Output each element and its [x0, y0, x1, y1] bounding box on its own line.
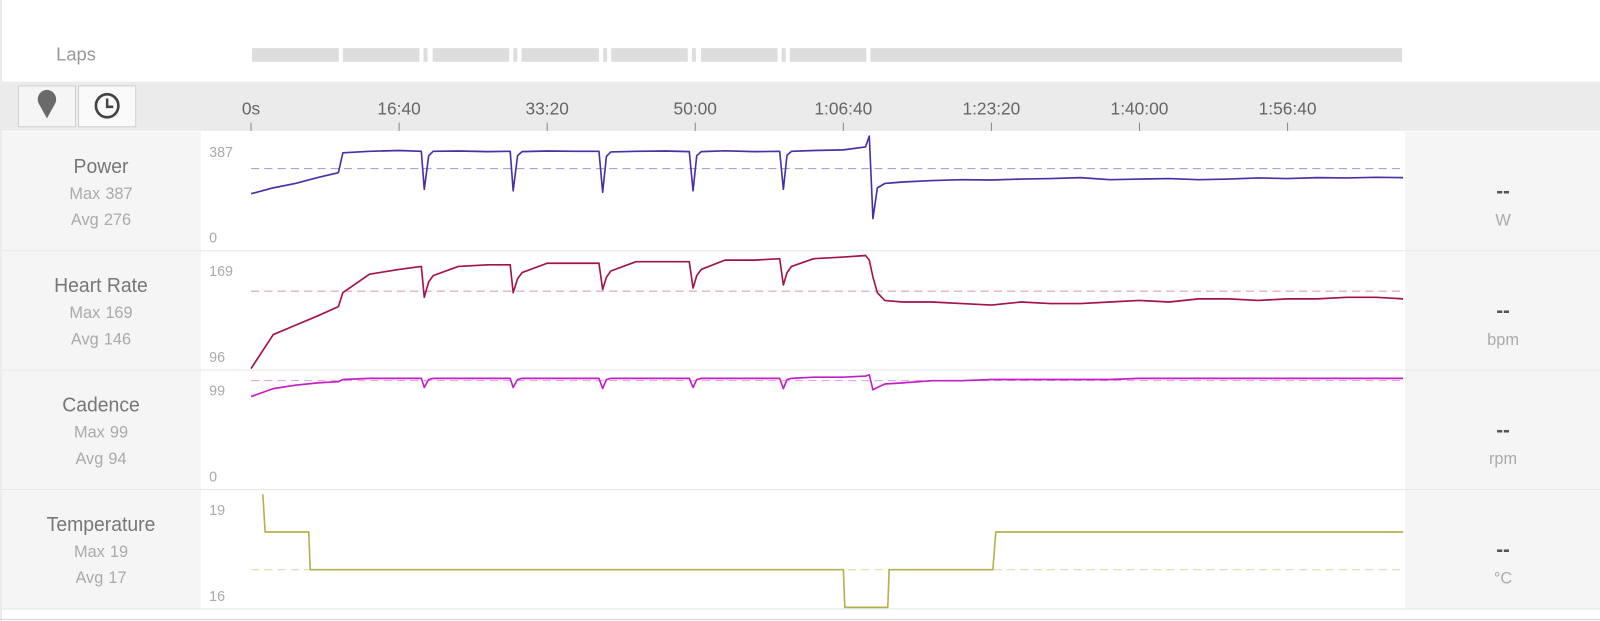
lap[interactable] [611, 48, 688, 62]
row-label-panel [2, 131, 202, 251]
y-tick-label: 387 [209, 145, 233, 161]
metric-name: Heart Rate [54, 275, 148, 297]
unit: W [1495, 210, 1511, 229]
current-value: -- [1496, 538, 1510, 561]
y-tick-label: 169 [209, 264, 233, 280]
y-tick-label: 0 [209, 469, 217, 485]
metric-avg: Avg 146 [71, 330, 131, 349]
max-value: 99 [110, 423, 128, 442]
metric-name: Cadence [62, 394, 140, 416]
metric-max: Max 99 [74, 423, 128, 442]
row-value-panel [1405, 370, 1600, 490]
lap[interactable] [521, 48, 599, 62]
lap[interactable] [342, 48, 420, 62]
current-value: -- [1496, 419, 1510, 442]
current-value: -- [1496, 299, 1510, 322]
unit: bpm [1487, 330, 1519, 349]
lap[interactable] [252, 48, 339, 62]
metric-name: Temperature [47, 514, 156, 536]
avg-value: 17 [108, 568, 126, 587]
y-tick-label: 19 [209, 503, 225, 519]
series-line [250, 374, 1404, 398]
series-line [250, 254, 1404, 370]
laps-label: Laps [56, 43, 96, 64]
row-label-panel [2, 251, 202, 370]
avg-label: Avg [75, 449, 103, 468]
max-value: 387 [105, 184, 132, 203]
time-tick-label: 1:56:40 [1259, 98, 1317, 118]
metric-max: Max 169 [69, 303, 132, 322]
row-value-panel [1405, 251, 1600, 370]
metric-max: Max 387 [69, 184, 132, 203]
max-label: Max [74, 423, 106, 442]
lap[interactable] [691, 48, 696, 62]
metric-avg: Avg 17 [75, 568, 126, 587]
avg-label: Avg [75, 568, 103, 587]
y-tick-label: 96 [209, 350, 225, 366]
max-label: Max [74, 542, 106, 561]
lap[interactable] [513, 48, 518, 62]
row-value-panel [1405, 490, 1600, 609]
avg-value: 276 [104, 210, 131, 229]
plot-area [201, 370, 1406, 490]
unit: °C [1494, 568, 1512, 587]
time-tick-label: 16:40 [377, 98, 421, 118]
row-label-panel [2, 490, 202, 609]
avg-label: Avg [71, 210, 99, 229]
y-tick-label: 99 [209, 383, 225, 399]
series-line [262, 494, 1404, 609]
metric-avg: Avg 276 [71, 210, 131, 229]
time-tick-label: 50:00 [674, 98, 718, 118]
avg-label: Avg [71, 330, 99, 349]
avg-value: 146 [104, 330, 131, 349]
lap[interactable] [781, 48, 786, 62]
lap[interactable] [870, 48, 1403, 62]
time-tick-label: 0s [242, 98, 261, 118]
lap[interactable] [603, 48, 608, 62]
clock-hands [105, 98, 114, 109]
avg-value: 94 [108, 449, 126, 468]
time-view-button[interactable] [78, 85, 137, 128]
current-value: -- [1496, 180, 1510, 203]
lap[interactable] [701, 48, 778, 62]
max-label: Max [69, 184, 101, 203]
pin-icon [37, 89, 57, 119]
plot-area [201, 131, 1406, 251]
plot-area [201, 490, 1406, 609]
y-tick-label: 16 [209, 589, 225, 605]
lap[interactable] [423, 48, 428, 62]
y-tick-label: 0 [209, 230, 217, 246]
metric-avg: Avg 94 [75, 449, 126, 468]
map-view-button[interactable] [17, 85, 77, 128]
metric-max: Max 19 [74, 542, 128, 561]
time-tick-label: 33:20 [525, 98, 569, 118]
time-tick-label: 1:40:00 [1111, 98, 1169, 118]
series-line [250, 135, 1404, 220]
max-value: 169 [105, 303, 132, 322]
time-tick-label: 1:06:40 [814, 98, 872, 118]
max-label: Max [69, 303, 101, 322]
clock-icon [94, 92, 120, 119]
row-label-panel [2, 370, 202, 490]
laps-bar [252, 48, 1403, 62]
unit: rpm [1489, 449, 1517, 468]
plot-area [201, 251, 1406, 370]
toolbar [2, 81, 1600, 131]
max-value: 19 [110, 542, 128, 561]
row-value-panel [1405, 131, 1600, 251]
metric-name: Power [74, 156, 129, 178]
time-tick-label: 1:23:20 [962, 98, 1020, 118]
lap[interactable] [789, 48, 867, 62]
lap[interactable] [432, 48, 510, 62]
